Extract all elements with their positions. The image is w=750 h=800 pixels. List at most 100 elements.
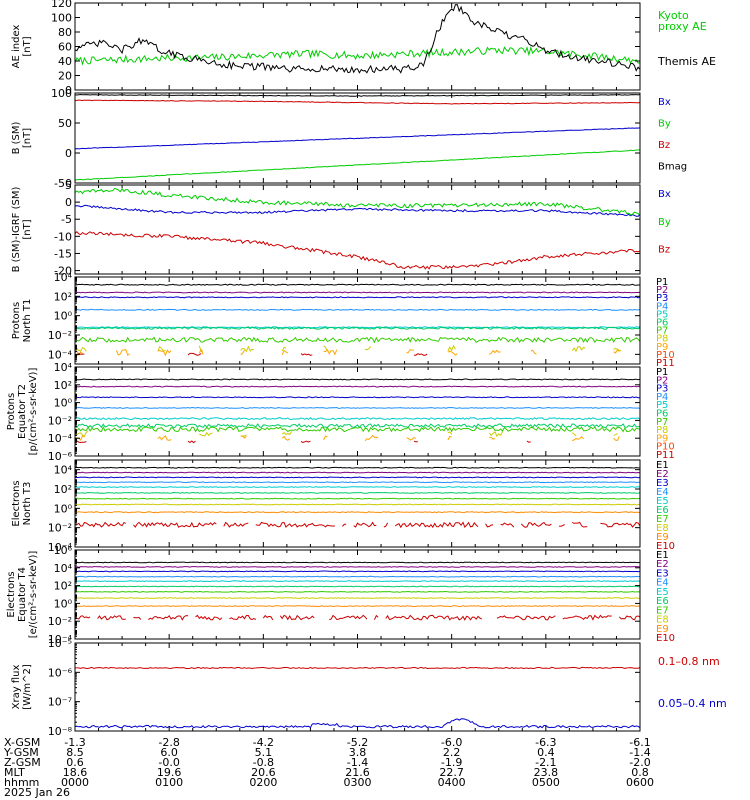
legend-entry: E3 bbox=[656, 478, 669, 489]
y-tick-label: 50 bbox=[58, 117, 72, 130]
series-e3 bbox=[74, 476, 641, 479]
legend: Bx By Bz bbox=[658, 189, 671, 256]
panel-frame bbox=[74, 366, 641, 457]
legend-entry: P4 bbox=[656, 392, 668, 403]
ephemeris-value: -0.0 bbox=[158, 756, 179, 769]
series-line bbox=[74, 406, 641, 409]
panel-p-t2: 10⁻⁶ 10⁻⁴ 10⁻² 10⁰ 10² 10⁴ Protons Equator T2 [p… bbox=[6, 361, 675, 463]
series-e6 bbox=[74, 585, 641, 588]
series-line bbox=[281, 349, 289, 355]
series-p3 bbox=[75, 396, 640, 399]
legend-entry: E8 bbox=[656, 615, 669, 626]
y-tick-label: 10⁰ bbox=[54, 397, 73, 410]
series-line bbox=[300, 353, 313, 356]
series-e5 bbox=[75, 580, 641, 583]
series-line bbox=[74, 511, 641, 514]
series-e7 bbox=[74, 590, 641, 593]
series-line bbox=[526, 440, 531, 443]
series-e10 bbox=[74, 614, 641, 621]
series-line bbox=[74, 503, 641, 506]
series-p6 bbox=[74, 326, 641, 330]
ephemeris-value: 0.8 bbox=[631, 766, 649, 779]
ephemeris-value: 21.6 bbox=[345, 766, 370, 779]
legend: Bx By Bz Bmag bbox=[658, 97, 687, 172]
legend-entry: E2 bbox=[656, 559, 669, 570]
ephemeris-value: -1.4 bbox=[629, 746, 650, 759]
series-p4 bbox=[74, 406, 641, 409]
ephemeris-value: 20.6 bbox=[251, 766, 276, 779]
series-line bbox=[600, 521, 641, 528]
ephemeris-row-label: Y-GSM bbox=[3, 746, 39, 759]
legend-entry: P9 bbox=[656, 342, 668, 353]
series-line bbox=[447, 344, 456, 352]
y-tick-label: -5 bbox=[61, 213, 72, 226]
legend-entry: E6 bbox=[656, 596, 669, 607]
ephemeris-value: 8.5 bbox=[66, 746, 84, 759]
series-e4 bbox=[75, 481, 641, 484]
y-axis-label: Xray flux bbox=[11, 665, 22, 710]
series-e6 bbox=[74, 491, 641, 494]
legend-entry: P10 bbox=[656, 350, 675, 361]
series-line bbox=[489, 436, 496, 440]
ephemeris-value: -1.9 bbox=[441, 756, 462, 769]
series-line bbox=[74, 590, 641, 593]
series-line bbox=[74, 497, 641, 500]
y-tick-label: 80 bbox=[58, 26, 72, 39]
legend-entry: P9 bbox=[656, 433, 668, 444]
series-p7 bbox=[75, 336, 641, 344]
series-line bbox=[240, 349, 245, 356]
ephemeris-value: -2.8 bbox=[158, 736, 179, 749]
series-line bbox=[613, 433, 618, 436]
series-line bbox=[157, 345, 166, 352]
ephemeris-value: 0.4 bbox=[537, 746, 555, 759]
y-tick-label: 5 bbox=[65, 179, 72, 192]
series-e9 bbox=[74, 605, 640, 608]
series-line bbox=[74, 575, 641, 578]
series-line bbox=[353, 521, 377, 528]
series-line bbox=[74, 585, 641, 588]
legend-entry: P11 bbox=[656, 450, 675, 461]
y-axis-label: [p/(cm²-s-sr-keV)] bbox=[28, 368, 39, 456]
legend-entry: P1 bbox=[656, 367, 668, 378]
series-p6 bbox=[74, 423, 641, 429]
y-tick-label: 10² bbox=[54, 290, 72, 303]
series-line bbox=[74, 230, 641, 270]
legend-entry: E5 bbox=[656, 587, 669, 598]
legend-entry: E1 bbox=[656, 460, 669, 471]
series-line bbox=[74, 521, 127, 528]
series-line bbox=[74, 308, 641, 311]
series-kyoto-proxy-ae bbox=[74, 45, 641, 66]
y-tick-label: -10 bbox=[54, 230, 72, 243]
series-e8 bbox=[74, 597, 641, 599]
legend-entry: P2 bbox=[656, 285, 668, 296]
y-tick-label: -15 bbox=[54, 247, 72, 260]
series-line bbox=[74, 605, 640, 608]
series-line bbox=[74, 187, 641, 217]
series-line bbox=[406, 349, 414, 354]
legend-entry: Bx bbox=[658, 189, 671, 200]
panel-frame bbox=[74, 2, 641, 91]
series-line bbox=[413, 440, 418, 443]
series-line bbox=[406, 437, 417, 441]
series-line bbox=[115, 349, 130, 357]
series-line bbox=[255, 521, 335, 528]
ephemeris-value: 6.0 bbox=[160, 746, 178, 759]
y-tick-label: 10⁴ bbox=[54, 464, 73, 477]
series-line bbox=[187, 352, 202, 356]
ephemeris-value: 0400 bbox=[438, 776, 466, 789]
series-e10 bbox=[74, 521, 641, 529]
legend-entry: P1 bbox=[656, 277, 668, 288]
ephemeris-value: -2.1 bbox=[535, 756, 556, 769]
series-line bbox=[613, 349, 620, 354]
legend-entry: By bbox=[658, 217, 671, 228]
series-line bbox=[157, 435, 172, 441]
y-axis-label: Protons bbox=[11, 302, 22, 339]
legend-entry: By bbox=[658, 118, 671, 129]
series-line bbox=[571, 432, 577, 437]
